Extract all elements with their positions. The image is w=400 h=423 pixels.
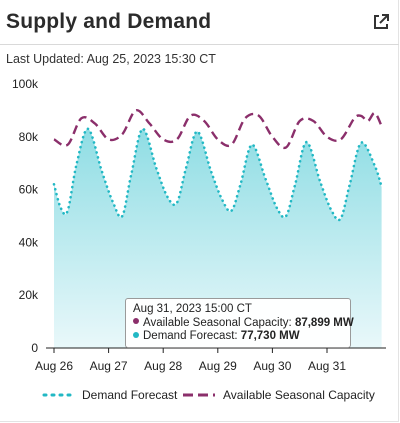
tooltip-capacity-row: Available Seasonal Capacity: 87,899 MW [133, 316, 354, 331]
tooltip-demand-row: Demand Forecast: 77,730 MW [133, 330, 343, 344]
dotted-line-icon [42, 393, 74, 397]
y-tick-label: 0 [31, 341, 38, 355]
legend-item-demand[interactable]: Demand Forecast [42, 388, 177, 402]
card-header: Supply and Demand [0, 0, 399, 45]
demand-dot-icon [133, 331, 139, 338]
card-title: Supply and Demand [6, 10, 212, 33]
demand-forecast-line [52, 127, 383, 222]
last-updated-text: Last Updated: Aug 25, 2023 15:30 CT [6, 52, 216, 66]
plot-area [52, 109, 383, 348]
tooltip-demand-label: Demand Forecast: [143, 330, 241, 342]
y-axis: 0 20k 40k 60k 80k 100k [12, 77, 39, 355]
y-tick-label: 40k [19, 235, 39, 249]
y-tick-label: 100k [12, 77, 39, 91]
capacity-dot-icon [133, 318, 139, 325]
legend-label-demand: Demand Forecast [82, 388, 178, 402]
legend-label-capacity: Available Seasonal Capacity [223, 388, 375, 402]
legend-item-capacity[interactable]: Available Seasonal Capacity [183, 388, 375, 402]
tooltip-capacity-value: 87,899 MW [294, 316, 354, 329]
x-tick-label: Aug 27 [90, 359, 128, 373]
dashed-line-icon [183, 393, 215, 397]
external-link-icon[interactable] [372, 13, 390, 31]
x-tick-label: Aug 31 [308, 359, 346, 373]
x-tick-label: Aug 29 [199, 359, 237, 373]
tooltip-demand-value: 77,730 MW [240, 330, 300, 342]
chart-tooltip: Aug 31, 2023 15:00 CT Available Seasonal… [125, 298, 354, 348]
tooltip-date: Aug 31, 2023 15:00 CT [133, 303, 252, 315]
y-tick-label: 80k [19, 130, 39, 144]
y-tick-label: 60k [19, 183, 39, 197]
x-axis: Aug 26 Aug 27 Aug 28 Aug 29 Aug 30 Aug 31 [35, 348, 346, 373]
chart-legend: Demand Forecast Available Seasonal Capac… [0, 386, 399, 406]
x-tick-label: Aug 30 [253, 359, 291, 373]
demand-area [54, 128, 382, 348]
tooltip-capacity-label: Available Seasonal Capacity: [143, 316, 295, 329]
capacity-line [53, 109, 383, 150]
x-tick-label: Aug 28 [144, 359, 182, 373]
x-tick-label: Aug 26 [35, 359, 73, 373]
y-tick-label: 20k [19, 288, 39, 302]
